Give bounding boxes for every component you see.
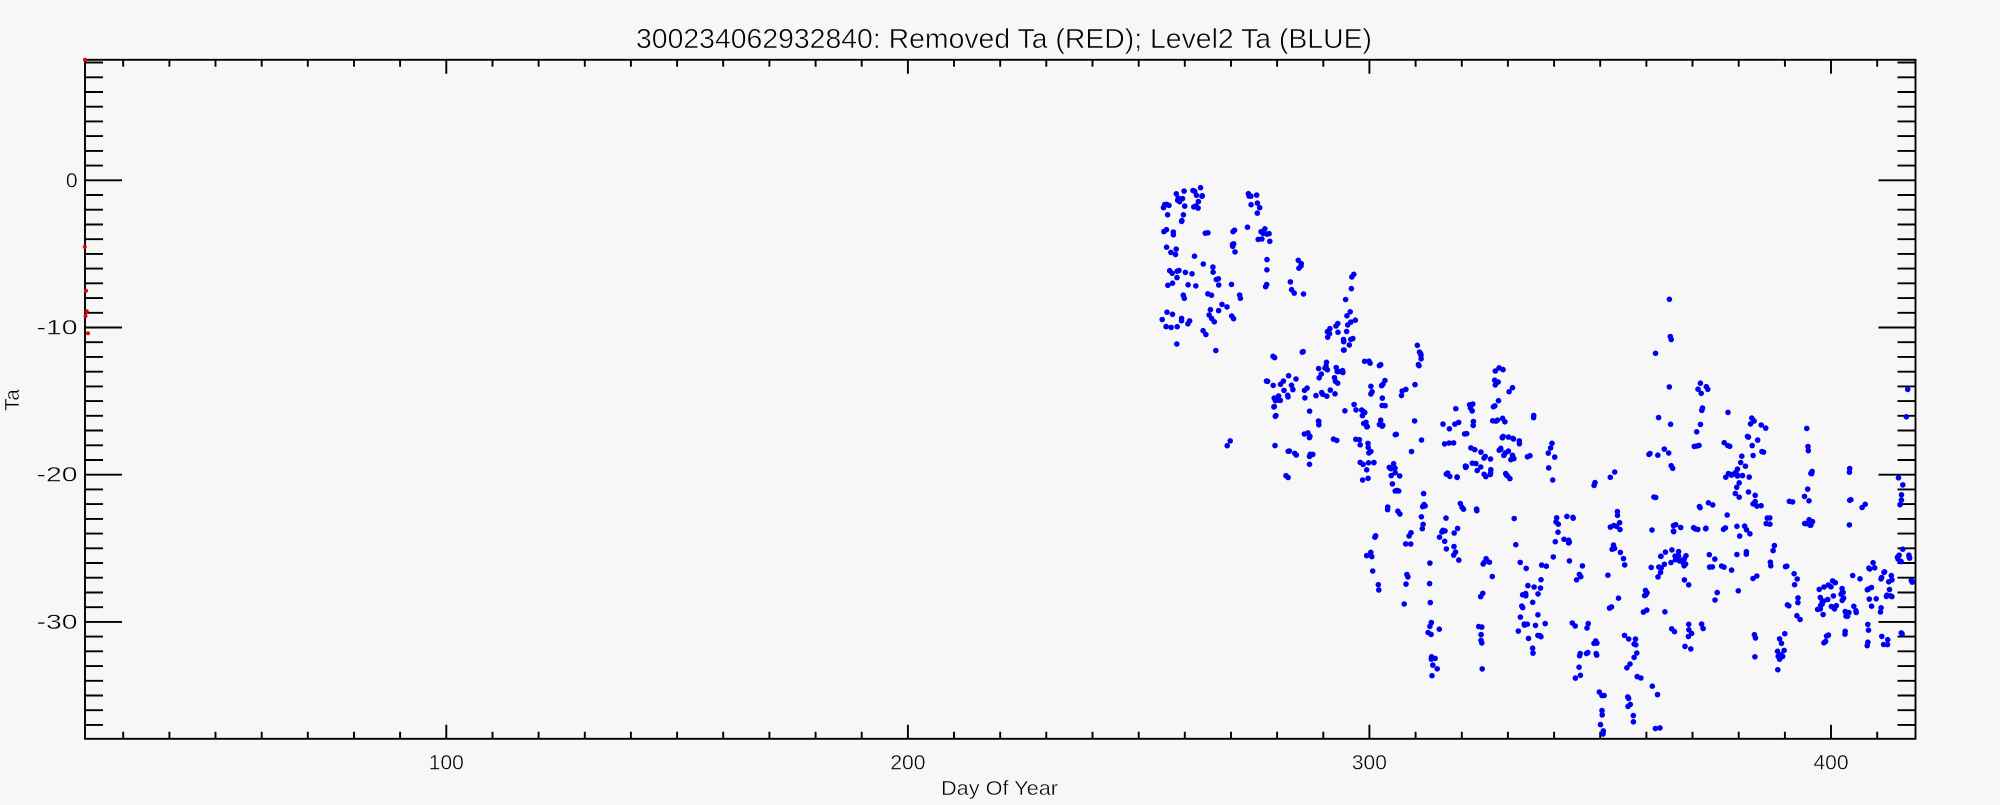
svg-text:300: 300	[1352, 752, 1387, 775]
svg-text:400: 400	[1814, 752, 1849, 775]
svg-text:Day Of Year: Day Of Year	[941, 778, 1058, 800]
svg-text:300234062932840: Removed Ta (R: 300234062932840: Removed Ta (RED); Level…	[636, 23, 1372, 54]
svg-text:-30: -30	[37, 611, 78, 634]
svg-text:100: 100	[429, 752, 464, 775]
svg-text:Ta: Ta	[1, 389, 24, 411]
svg-text:-20: -20	[37, 464, 78, 487]
svg-text:0: 0	[66, 169, 78, 192]
svg-text:200: 200	[890, 752, 925, 775]
svg-text:-10: -10	[37, 317, 78, 340]
